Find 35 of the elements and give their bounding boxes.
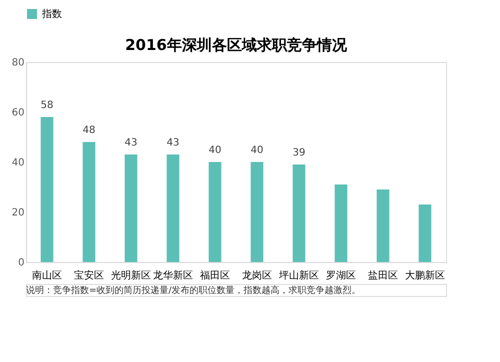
bar	[250, 162, 264, 262]
x-tick-label: 福田区	[200, 270, 230, 282]
bar	[124, 154, 138, 262]
x-tick-label: 南山区	[32, 270, 62, 282]
text: 说明：竞争指数=收到的简历投递量/发布的职位数量，指数越高，求职竞争越激烈。	[26, 285, 361, 296]
x-tick-label: 坪山新区	[278, 270, 319, 282]
x-tick-label: 光明新区	[111, 270, 151, 282]
bar	[40, 117, 54, 262]
legend-label: 指数	[41, 8, 62, 20]
y-tick-label: 80	[12, 58, 24, 68]
x-tick-label: 盐田区	[368, 270, 398, 282]
text: 43	[124, 138, 138, 148]
bar	[376, 190, 390, 262]
text: 40	[250, 145, 264, 156]
bar	[418, 204, 432, 262]
y-tick-label: 40	[12, 158, 24, 168]
text: 39	[292, 148, 306, 158]
text: 40	[208, 145, 222, 156]
x-tick-label: 罗湖区	[326, 270, 356, 282]
y-tick-label: 0	[18, 258, 24, 268]
text: 48	[82, 125, 96, 136]
bar	[334, 184, 348, 262]
x-tick-label: 宝安区	[74, 270, 104, 282]
y-tick-label: 60	[12, 108, 24, 118]
x-tick-label: 大鹏新区	[405, 270, 445, 282]
chart-title: 2016年深圳各区域求职竞争情况	[125, 36, 348, 54]
bar	[166, 154, 180, 262]
bar	[292, 164, 306, 262]
bar	[208, 162, 222, 262]
bar	[82, 142, 96, 262]
y-tick-label: 20	[12, 208, 24, 218]
text: 43	[166, 138, 180, 148]
x-tick-label: 龙岗区	[242, 270, 272, 282]
x-tick-label: 龙华新区	[153, 270, 193, 282]
text: 58	[40, 100, 54, 111]
